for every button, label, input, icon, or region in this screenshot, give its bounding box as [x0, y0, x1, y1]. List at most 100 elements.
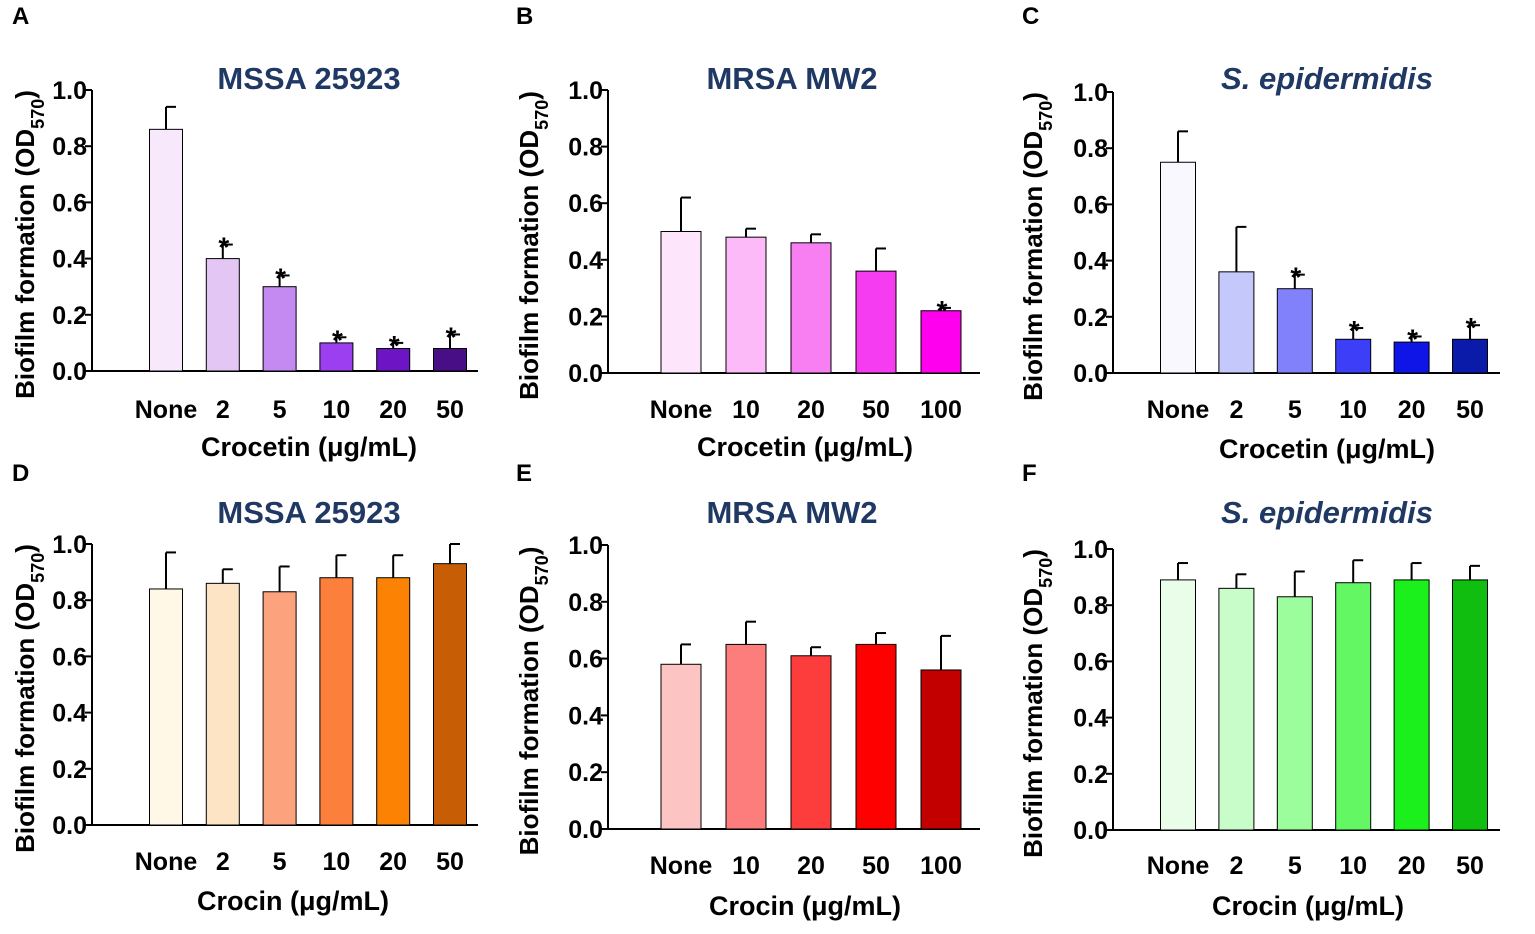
- chart-title: MRSA MW2: [706, 61, 877, 96]
- y-axis-label: Biofilm formation (OD570): [10, 544, 48, 853]
- x-tick-label: 2: [216, 848, 230, 876]
- bar: [319, 342, 354, 372]
- x-tick-label: 5: [273, 396, 287, 424]
- x-axis-label: Crocin (μg/mL): [1212, 891, 1404, 921]
- y-tick-label: 0.4: [568, 247, 603, 275]
- x-axis-label: Crocin (μg/mL): [709, 891, 901, 921]
- y-tick-label: 0.2: [1073, 304, 1108, 332]
- significance-marker: *: [389, 330, 400, 361]
- panel-e: E MRSA MW2 Biofilm formation (OD570) 0.0 0.2…: [514, 460, 980, 921]
- y-tick-label: 0.4: [52, 700, 87, 728]
- x-tick-label: 10: [1339, 852, 1367, 880]
- bar: [790, 242, 832, 374]
- y-tick-label: 0.4: [1073, 705, 1108, 733]
- bar: [149, 128, 183, 372]
- x-tick-label: 10: [732, 852, 760, 880]
- x-tick-label: 10: [322, 848, 350, 876]
- bar: [1393, 579, 1430, 831]
- x-tick-label: None: [135, 848, 198, 876]
- panel-a: A MSSA 25923 Biofilm formation (OD570)0.0 0…: [10, 3, 478, 462]
- x-tick-label: 20: [1398, 852, 1426, 880]
- significance-marker: *: [332, 324, 343, 355]
- y-tick-label: 0.8: [1073, 592, 1108, 620]
- chart-title: MSSA 25923: [217, 495, 400, 530]
- y-axis-label: Biofilm formation (OD570): [1018, 92, 1056, 401]
- chart-title: MRSA MW2: [706, 495, 877, 530]
- y-axis-label: Biofilm formation (OD570): [514, 547, 552, 856]
- x-tick-label: 100: [920, 396, 962, 424]
- panel-d: D MSSA 25923 Biofilm formation (OD570)0.0 0…: [10, 460, 478, 916]
- x-tick-label: 20: [1398, 396, 1426, 424]
- x-tick-label: 50: [1456, 396, 1484, 424]
- y-tick-label: 0.6: [1073, 191, 1108, 219]
- y-tick-label: 0.8: [568, 134, 603, 162]
- x-tick-label: 2: [1229, 396, 1243, 424]
- panel-c: C S. epidermidis Biofilm formation (OD570)…: [1018, 3, 1500, 464]
- x-tick-label: 50: [436, 848, 464, 876]
- y-tick-label: 0.4: [1073, 248, 1108, 276]
- x-tick-label: 20: [797, 852, 825, 880]
- significance-marker: *: [275, 262, 286, 293]
- y-tick-label: 0.0: [1073, 817, 1108, 845]
- bar: [149, 588, 183, 826]
- x-axis-label: Crocetin (μg/mL): [1219, 434, 1435, 464]
- bar: [1276, 596, 1313, 831]
- y-tick-label: 0.0: [568, 360, 603, 388]
- x-tick-label: 2: [216, 396, 230, 424]
- x-tick-label: None: [650, 852, 713, 880]
- bar: [319, 577, 354, 826]
- significance-marker: *: [1349, 315, 1360, 346]
- x-tick-label: 10: [1339, 396, 1367, 424]
- x-tick-label: 20: [379, 396, 407, 424]
- chart-title: S. epidermidis: [1221, 61, 1433, 96]
- y-tick-label: 1.0: [568, 77, 603, 105]
- x-axis-label: Crocin (μg/mL): [197, 886, 389, 916]
- panel-f: F S. epidermidis Biofilm formation (OD570)…: [1018, 460, 1500, 921]
- y-tick-label: 0.8: [52, 587, 87, 615]
- x-tick-label: 5: [1288, 396, 1302, 424]
- bar: [855, 643, 897, 830]
- panel-letter: A: [12, 3, 29, 30]
- y-tick-label: 0.0: [52, 812, 87, 840]
- x-tick-label: None: [1147, 852, 1210, 880]
- bar: [790, 655, 832, 830]
- panel-letter: C: [1022, 3, 1039, 30]
- significance-marker: *: [446, 321, 457, 352]
- bar: [205, 258, 240, 372]
- y-tick-label: 0.6: [52, 643, 87, 671]
- y-tick-label: 0.8: [52, 133, 87, 161]
- y-tick-label: 0.8: [1073, 135, 1108, 163]
- y-tick-label: 0.8: [568, 589, 603, 617]
- y-tick-label: 1.0: [52, 531, 87, 559]
- bar: [1218, 587, 1255, 831]
- y-tick-label: 0.6: [568, 646, 603, 674]
- y-tick-label: 0.4: [52, 246, 87, 274]
- y-axis-label: Biofilm formation (OD570): [10, 90, 48, 399]
- x-tick-label: 100: [920, 852, 962, 880]
- bar: [855, 270, 897, 374]
- bar: [1160, 579, 1196, 831]
- y-tick-label: 0.2: [52, 302, 87, 330]
- y-tick-label: 0.0: [568, 816, 603, 844]
- bar: [660, 663, 702, 830]
- y-tick-label: 0.6: [568, 190, 603, 218]
- x-tick-label: None: [650, 396, 713, 424]
- bar: [1335, 338, 1372, 374]
- x-tick-label: 20: [797, 396, 825, 424]
- y-tick-label: 0.6: [52, 189, 87, 217]
- y-tick-label: 1.0: [568, 532, 603, 560]
- bar: [262, 591, 297, 826]
- panel-letter: D: [12, 460, 29, 487]
- x-tick-label: 20: [379, 848, 407, 876]
- y-tick-label: 0.0: [52, 358, 87, 386]
- x-tick-label: 10: [322, 396, 350, 424]
- bar: [1452, 338, 1488, 374]
- x-tick-label: 50: [862, 396, 890, 424]
- bar: [1335, 582, 1372, 831]
- significance-marker: *: [218, 232, 229, 263]
- y-tick-label: 1.0: [52, 77, 87, 105]
- bar: [725, 236, 767, 374]
- x-tick-label: 5: [273, 848, 287, 876]
- bar: [1452, 579, 1488, 831]
